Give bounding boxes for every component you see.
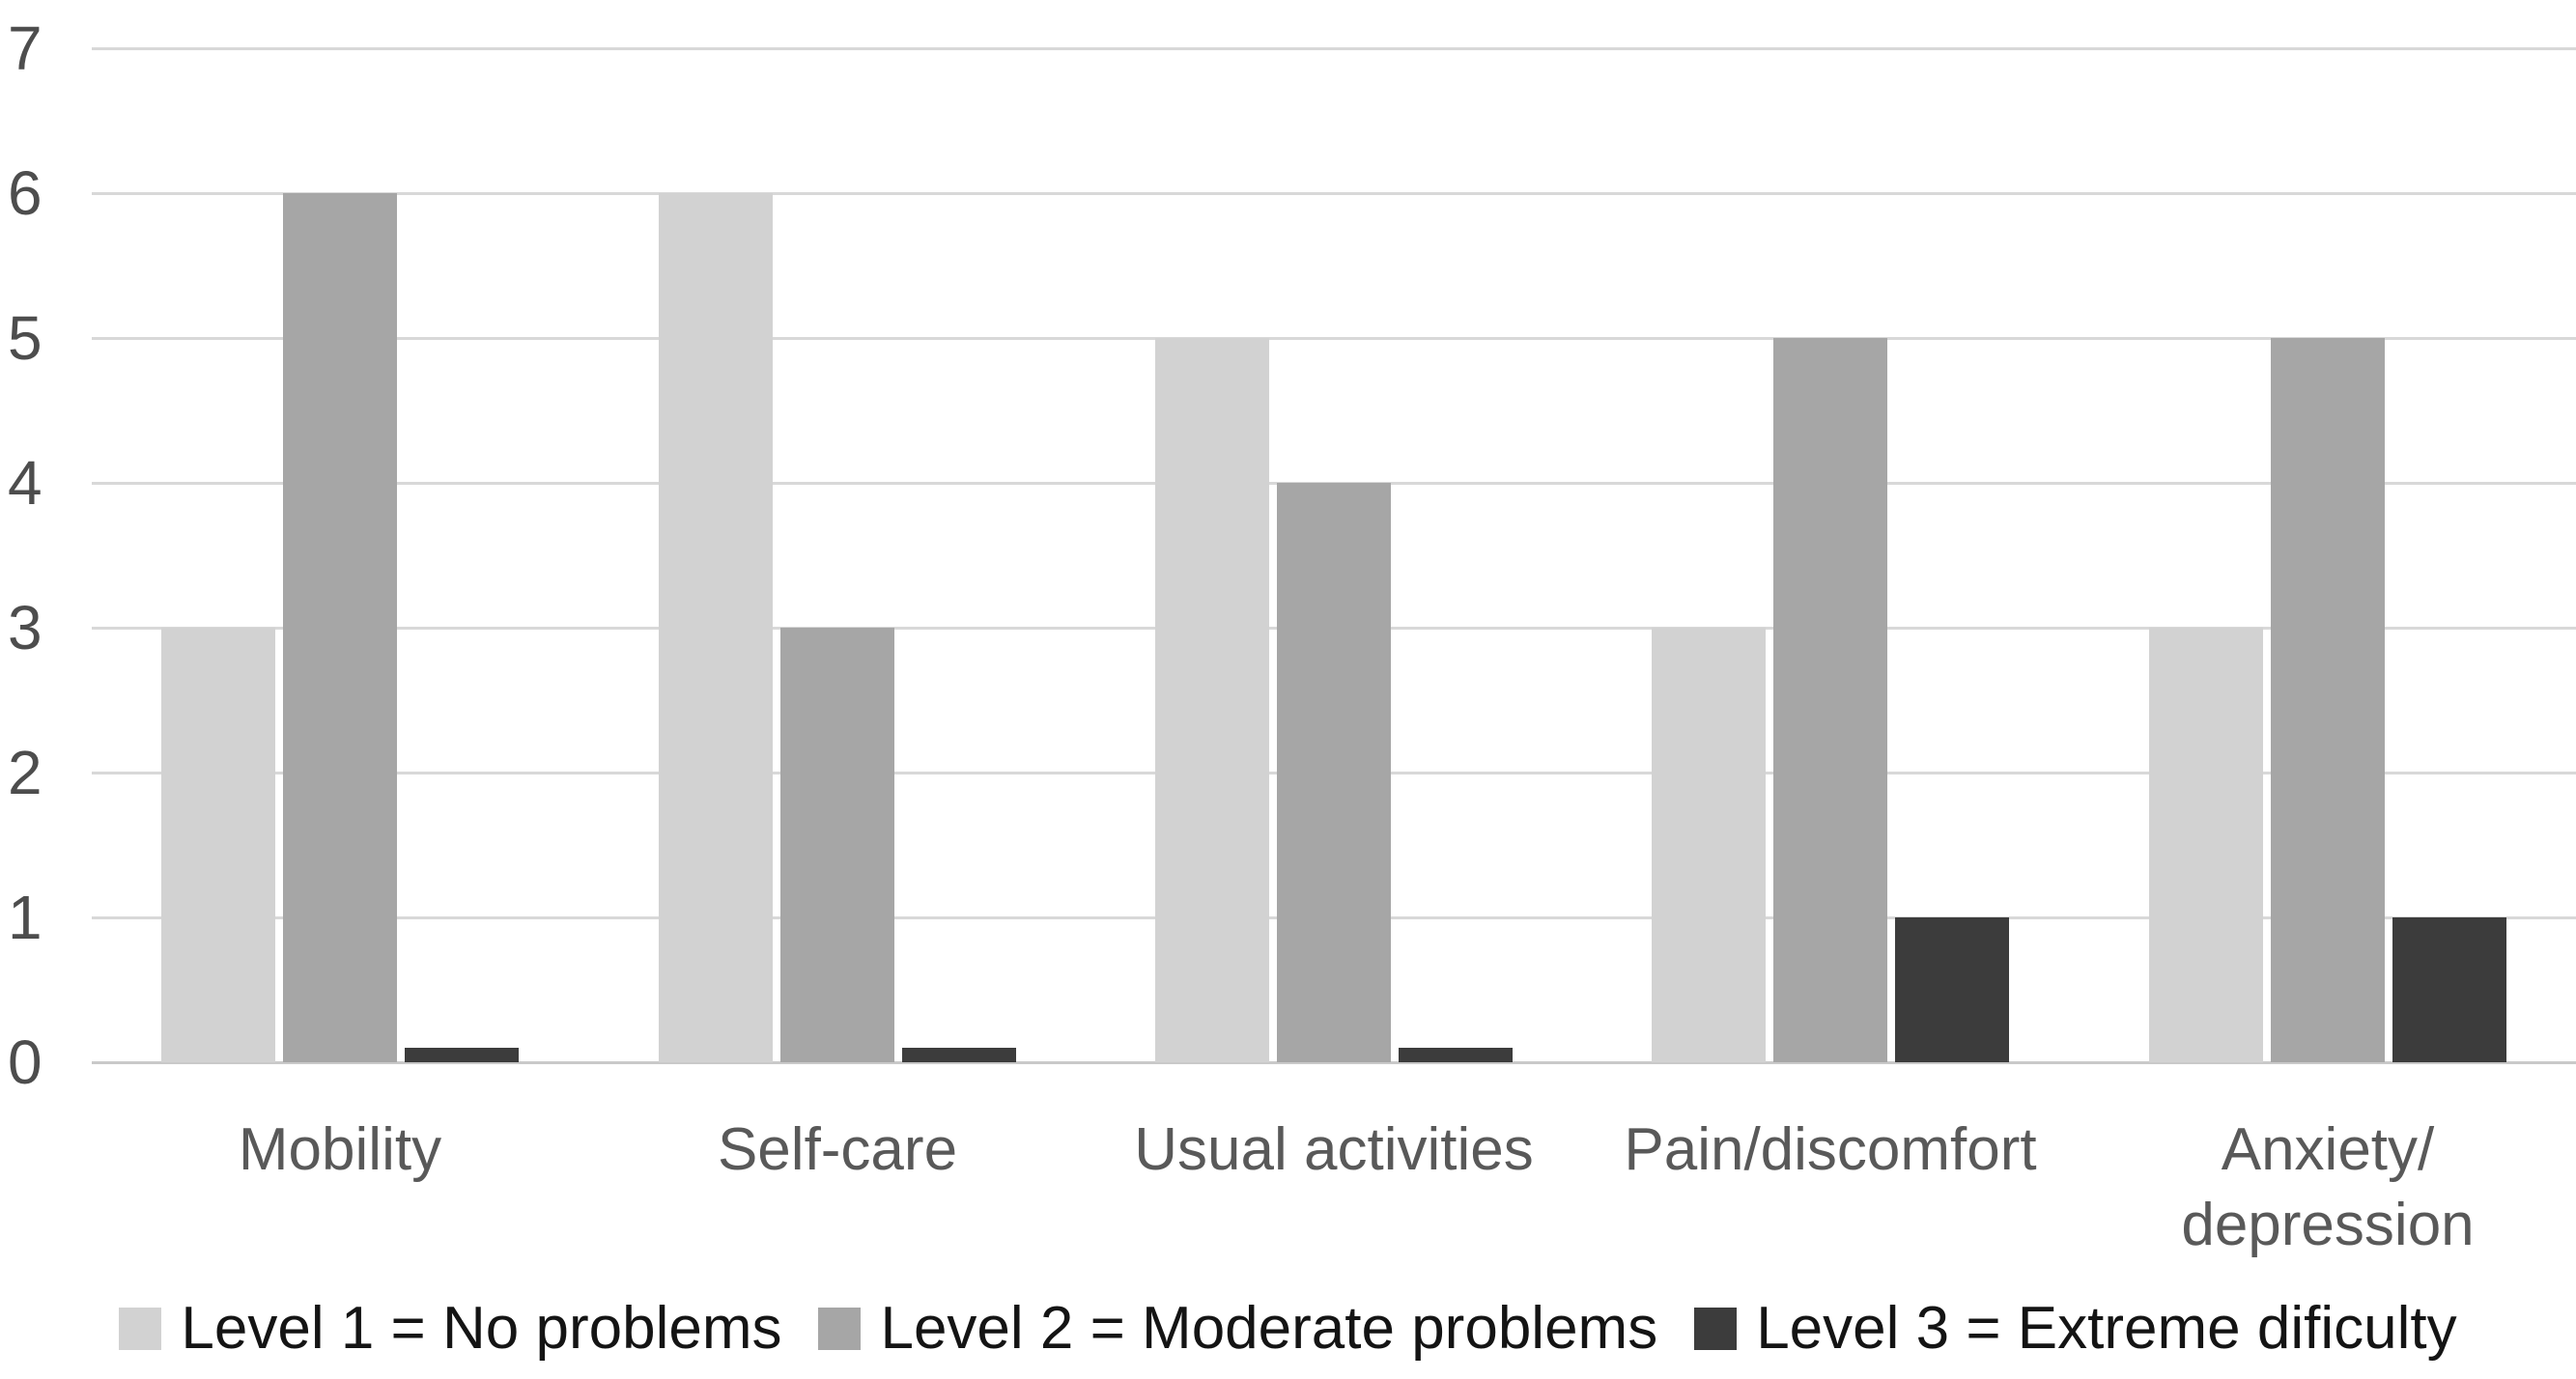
legend-item: Level 2 = Moderate problems bbox=[818, 1292, 1657, 1365]
bar-series1-group3 bbox=[1155, 338, 1269, 1062]
legend-swatch-icon bbox=[119, 1308, 162, 1350]
legend-item: Level 3 = Extreme dificulty bbox=[1694, 1292, 2457, 1365]
y-axis-tick-label: 6 bbox=[8, 158, 42, 228]
legend-label: Level 2 = Moderate problems bbox=[880, 1295, 1658, 1362]
bar-series3-group1 bbox=[405, 1048, 519, 1062]
legend-swatch-icon bbox=[1694, 1308, 1738, 1350]
bar-series3-group4 bbox=[1895, 917, 2009, 1062]
bar-series2-group5 bbox=[2271, 338, 2385, 1062]
y-axis-tick-label: 3 bbox=[8, 593, 42, 662]
legend-label: Level 1 = No problems bbox=[181, 1295, 782, 1362]
bar-series3-group3 bbox=[1399, 1048, 1513, 1062]
gridline bbox=[92, 47, 2576, 50]
bar-series2-group3 bbox=[1277, 483, 1391, 1062]
bar-series3-group5 bbox=[2392, 917, 2506, 1062]
bar-series1-group5 bbox=[2149, 628, 2263, 1062]
x-axis-category-label: Pain/discomfort bbox=[1624, 1116, 2037, 1183]
y-axis-tick-label: 4 bbox=[8, 448, 42, 518]
x-axis-category-label: Self-care bbox=[717, 1116, 958, 1183]
bar-series1-group1 bbox=[161, 628, 275, 1062]
y-axis-tick-label: 7 bbox=[8, 14, 42, 83]
x-axis-category-label: Anxiety/ depression bbox=[2181, 1116, 2475, 1258]
chart-legend: Level 1 = No problems Level 2 = Moderate … bbox=[0, 1292, 2576, 1365]
bar-series1-group4 bbox=[1652, 628, 1766, 1062]
legend-label: Level 3 = Extreme dificulty bbox=[1756, 1295, 2457, 1362]
legend-swatch-icon bbox=[818, 1308, 862, 1350]
bar-series3-group2 bbox=[902, 1048, 1016, 1062]
x-axis-category-label: Usual activities bbox=[1134, 1116, 1534, 1183]
bar-series1-group2 bbox=[659, 193, 773, 1062]
x-axis-line bbox=[92, 1061, 2576, 1064]
gridline bbox=[92, 337, 2576, 340]
bar-series2-group2 bbox=[780, 628, 894, 1062]
gridline bbox=[92, 192, 2576, 195]
legend-item: Level 1 = No problems bbox=[119, 1292, 781, 1365]
bar-series2-group4 bbox=[1773, 338, 1887, 1062]
y-axis-tick-label: 5 bbox=[8, 303, 42, 373]
y-axis-tick-label: 2 bbox=[8, 738, 42, 807]
bar-series2-group1 bbox=[283, 193, 397, 1062]
y-axis-tick-label: 0 bbox=[8, 1027, 42, 1097]
y-axis-tick-label: 1 bbox=[8, 883, 42, 952]
x-axis-category-label: Mobility bbox=[238, 1116, 442, 1183]
